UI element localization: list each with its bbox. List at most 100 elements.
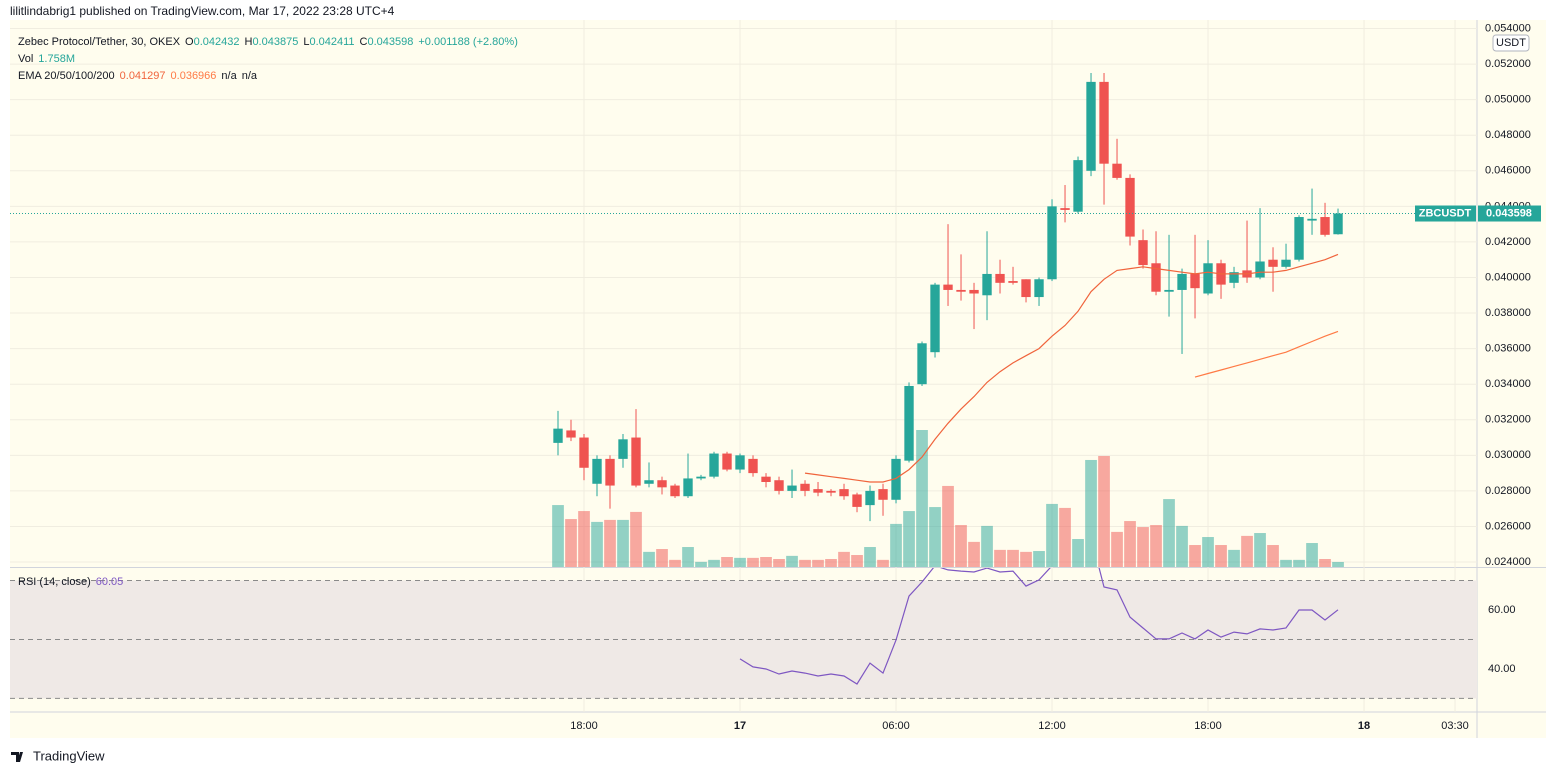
y-tick-label: 0.042000 bbox=[1485, 236, 1531, 248]
volume-bar bbox=[890, 523, 902, 567]
candle-body bbox=[982, 273, 992, 296]
volume-bar bbox=[1033, 551, 1045, 567]
ohlc-key: C bbox=[360, 36, 368, 48]
candle-body bbox=[683, 478, 693, 497]
volume-bar bbox=[695, 561, 707, 567]
candle-body bbox=[709, 453, 719, 477]
candle-body bbox=[605, 458, 615, 486]
volume-bar bbox=[1267, 545, 1279, 567]
rsi-pane bbox=[10, 568, 1477, 699]
candle-body bbox=[1021, 279, 1031, 298]
y-tick-label: 0.024000 bbox=[1485, 556, 1531, 568]
publisher-line: lilitlindabrig1 published on TradingView… bbox=[10, 4, 395, 18]
volume-bar bbox=[838, 551, 850, 567]
y-tick-label: 0.050000 bbox=[1485, 94, 1531, 106]
y-tick-label: 0.026000 bbox=[1485, 520, 1531, 532]
x-tick-label: 18:00 bbox=[1194, 720, 1222, 732]
legend: Zebec Protocol/Tether, 30, OKEX O0.042432… bbox=[18, 36, 518, 588]
volume-bar bbox=[799, 559, 811, 567]
symbol-box bbox=[1415, 205, 1476, 222]
volume-bar bbox=[617, 519, 629, 567]
ohlc-value: 0.042411 bbox=[309, 36, 354, 48]
volume-bar bbox=[1293, 559, 1305, 567]
volume-bar bbox=[864, 547, 876, 567]
volume-bar bbox=[1202, 537, 1214, 567]
candle-body bbox=[1099, 81, 1109, 164]
currency-box bbox=[1492, 34, 1530, 52]
candle-body bbox=[735, 455, 745, 470]
candle-body bbox=[904, 385, 914, 461]
tradingview-logo: TradingView bbox=[11, 748, 105, 763]
candle-body bbox=[1086, 81, 1096, 171]
y-tick-label: 0.040000 bbox=[1485, 271, 1531, 283]
candle-body bbox=[930, 284, 940, 353]
logo-icon bbox=[11, 752, 23, 762]
rsi-line bbox=[739, 568, 1339, 685]
candle-body bbox=[1203, 263, 1213, 294]
volume-bar bbox=[708, 559, 720, 567]
volume-bar bbox=[643, 551, 655, 567]
candle-body bbox=[644, 480, 654, 484]
volume-bar bbox=[1059, 507, 1071, 567]
candle-body bbox=[1190, 273, 1200, 289]
rsi-value: 60.05 bbox=[96, 576, 124, 588]
x-tick-label: 06:00 bbox=[882, 720, 910, 732]
ohlc-value: 0.043875 bbox=[252, 36, 298, 48]
y-tick-label: 0.032000 bbox=[1485, 414, 1531, 426]
ema-label: EMA 20/50/100/200 bbox=[18, 70, 115, 82]
candle-body bbox=[722, 453, 732, 470]
ema-value: 0.036966 bbox=[171, 70, 217, 82]
volume-bar bbox=[955, 525, 967, 567]
candle-body bbox=[566, 430, 576, 438]
y-tick-label: 0.030000 bbox=[1485, 449, 1531, 461]
candle-body bbox=[1164, 289, 1174, 292]
volume-bar bbox=[1020, 551, 1032, 567]
candle-body bbox=[1320, 217, 1330, 235]
candle-body bbox=[657, 480, 667, 488]
volume-bar bbox=[1189, 545, 1201, 567]
rsi-tick-label: 60.00 bbox=[1488, 604, 1516, 616]
volume-bar bbox=[1098, 455, 1110, 567]
volume-bar bbox=[747, 557, 759, 567]
candle-body bbox=[956, 289, 966, 292]
volume bbox=[552, 430, 1344, 567]
ema-line bbox=[1194, 330, 1339, 378]
ohlc-key: L bbox=[303, 36, 309, 48]
volume-bar bbox=[994, 549, 1006, 567]
volume-bar bbox=[1007, 549, 1019, 567]
candle-body bbox=[761, 476, 771, 482]
time-axis-background bbox=[10, 712, 1477, 738]
candle-body bbox=[813, 489, 823, 493]
legend-line: RSI (14, close) 60.05 bbox=[18, 576, 123, 588]
volume-bar bbox=[1150, 525, 1162, 567]
volume-bar bbox=[656, 549, 668, 567]
x-tick-label: 12:00 bbox=[1038, 720, 1066, 732]
candle-body bbox=[748, 458, 758, 474]
volume-bar bbox=[1280, 559, 1292, 567]
x-tick-label: 03:30 bbox=[1441, 720, 1469, 732]
volume-bar bbox=[903, 511, 915, 567]
candle-body bbox=[1255, 261, 1265, 278]
volume-value: 1.758M bbox=[38, 53, 75, 65]
ohlc-value: 0.043598 bbox=[367, 36, 413, 48]
symbol-label: ZBCUSDT bbox=[1419, 207, 1472, 219]
volume-bar bbox=[851, 555, 863, 567]
volume-bar bbox=[630, 511, 642, 567]
candle-body bbox=[670, 485, 680, 497]
volume-bar bbox=[578, 511, 590, 567]
candle-body bbox=[1281, 259, 1291, 267]
change-label: +0.001188 (+2.80%) bbox=[418, 36, 517, 48]
candle-body bbox=[1060, 208, 1070, 210]
y-tick-label: 0.052000 bbox=[1485, 58, 1531, 70]
volume-bar bbox=[1254, 533, 1266, 567]
candle-body bbox=[917, 343, 927, 385]
candle-body bbox=[1294, 217, 1304, 260]
x-tick-label: 18 bbox=[1358, 720, 1370, 732]
volume-bar bbox=[1176, 525, 1188, 567]
volume-bar bbox=[942, 485, 954, 567]
y-tick-label: 0.046000 bbox=[1485, 165, 1531, 177]
candles bbox=[553, 72, 1343, 522]
candle-body bbox=[878, 489, 888, 500]
